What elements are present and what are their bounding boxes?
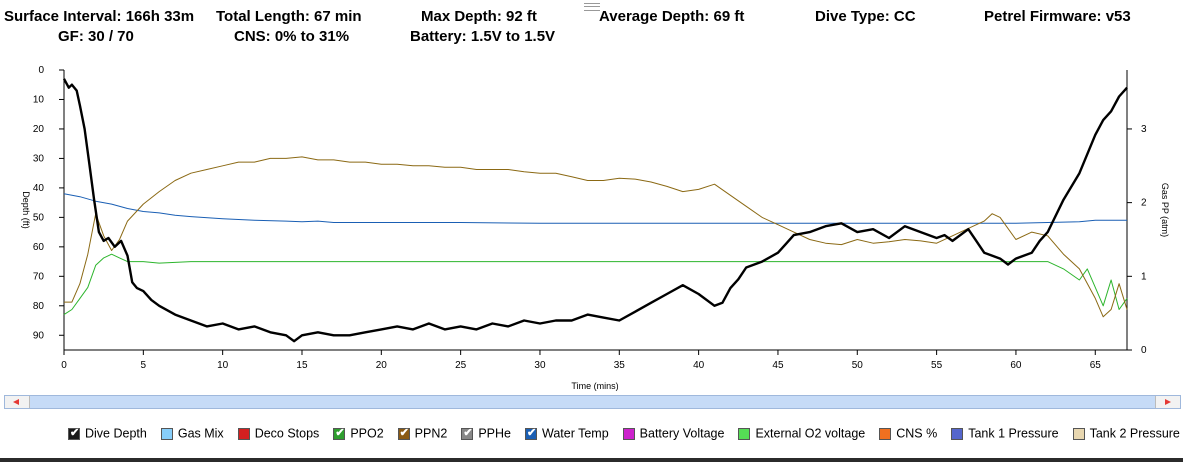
firmware-version: Petrel Firmware: v53: [984, 8, 1131, 25]
chart-series: [62, 78, 1128, 343]
legend-item-pphe[interactable]: ✔ PPHe: [461, 426, 511, 441]
legend-label: PPO2: [350, 427, 384, 442]
checkbox-icon[interactable]: [879, 428, 892, 441]
x-tick-label: 10: [217, 360, 229, 371]
checkmark-icon: ✔: [463, 427, 473, 440]
series-legend: ✔ Dive Depth Gas Mix Deco Stops ✔ PPO2 ✔ PPN2 ✔ P…: [68, 426, 1183, 444]
dive-type: Dive Type: CC: [815, 8, 916, 25]
x-tick-label: 60: [1010, 360, 1022, 371]
legend-item-external-o2-voltage[interactable]: External O2 voltage: [738, 426, 865, 441]
dive-summary-header: Surface Interval: 166h 33m GF: 30 / 70 T…: [0, 0, 1183, 46]
y2-axis-title: Gas PP (atm): [1160, 183, 1170, 237]
y-tick-label: 0: [38, 65, 44, 76]
x-tick-label: 65: [1090, 360, 1102, 371]
dive-profile-chart[interactable]: 0 5 10 15 20 25 30 35 40 45 50 55 60 6501020304050607…: [0, 58, 1183, 393]
surface-interval: Surface Interval: 166h 33m: [4, 8, 195, 25]
battery-range: Battery: 1.5V to 1.5V: [410, 28, 556, 45]
legend-label: Dive Depth: [85, 427, 147, 442]
legend-item-battery-voltage[interactable]: Battery Voltage: [622, 426, 725, 442]
y-tick-label: 70: [33, 271, 45, 282]
y2-tick-label: 0: [1141, 345, 1147, 356]
checkbox-checked-icon[interactable]: ✔: [68, 427, 80, 441]
x-tick-label: 5: [141, 360, 147, 371]
checkbox-checked-icon[interactable]: ✔: [524, 427, 537, 441]
legend-label: Deco Stops: [254, 427, 320, 442]
gradient-factors: GF: 30 / 70: [58, 28, 134, 45]
chart-axes: 0 5 10 15 20 25 30 35 40 45 50 55 60 6501020304050607…: [33, 65, 1147, 371]
checkbox-icon[interactable]: [237, 428, 250, 441]
legend-label: Tank 2 Pressure: [1089, 427, 1180, 442]
legend-item-tank-2-pressure[interactable]: Tank 2 Pressure: [1072, 426, 1180, 442]
y-tick-label: 60: [33, 242, 45, 253]
legend-item-deco-stops[interactable]: Deco Stops: [237, 426, 320, 442]
checkbox-icon[interactable]: [951, 428, 964, 441]
legend-item-water-temp[interactable]: ✔ Water Temp: [524, 426, 609, 442]
series-line-ppo2: [63, 253, 1128, 316]
series-line-dive-depth: [62, 78, 1128, 343]
legend-item-ppo2[interactable]: ✔ PPO2: [333, 426, 384, 442]
legend-label: Gas Mix: [177, 427, 224, 442]
legend-label: PPHe: [478, 427, 511, 442]
y-tick-label: 50: [33, 212, 45, 223]
scroll-left-button[interactable]: [5, 396, 30, 408]
x-tick-label: 55: [931, 360, 943, 371]
x-tick-label: 25: [455, 360, 467, 371]
checkmark-icon: ✔: [335, 427, 345, 440]
legend-item-cns[interactable]: CNS %: [879, 426, 937, 441]
bottom-strip: [0, 458, 1183, 462]
checkbox-icon[interactable]: [1072, 428, 1085, 441]
legend-label: External O2 voltage: [755, 427, 866, 442]
y2-tick-label: 1: [1141, 271, 1147, 282]
x-tick-label: 50: [852, 360, 864, 371]
legend-item-dive-depth[interactable]: ✔ Dive Depth: [68, 426, 147, 441]
checkmark-icon: ✔: [526, 427, 537, 440]
checkbox-checked-icon[interactable]: ✔: [461, 427, 474, 441]
max-depth: Max Depth: 92 ft: [421, 8, 537, 25]
x-tick-label: 20: [376, 360, 388, 371]
y-axis-title: Depth (ft): [21, 191, 31, 229]
total-length: Total Length: 67 min: [216, 8, 362, 25]
checkbox-icon[interactable]: [160, 428, 173, 441]
legend-label: CNS %: [896, 427, 938, 442]
legend-item-tank-1-pressure[interactable]: Tank 1 Pressure: [951, 426, 1059, 442]
x-tick-label: 40: [693, 360, 705, 371]
checkbox-checked-icon[interactable]: ✔: [397, 427, 410, 441]
y-tick-label: 30: [33, 153, 45, 164]
resize-grip-icon[interactable]: [584, 3, 600, 11]
x-tick-label: 45: [772, 360, 784, 371]
y2-tick-label: 2: [1141, 198, 1147, 209]
x-tick-label: 30: [534, 360, 546, 371]
checkbox-checked-icon[interactable]: ✔: [333, 427, 346, 441]
legend-label: Water Temp: [541, 427, 609, 442]
timeline-scrollbar[interactable]: [4, 395, 1181, 409]
cns-range: CNS: 0% to 31%: [234, 28, 350, 45]
y-tick-label: 40: [33, 183, 45, 194]
x-tick-label: 35: [614, 360, 626, 371]
y-tick-label: 80: [33, 301, 45, 312]
checkbox-icon[interactable]: [622, 428, 635, 441]
legend-item-gas-mix[interactable]: Gas Mix: [160, 426, 224, 442]
x-tick-label: 0: [61, 360, 67, 371]
y-tick-label: 20: [33, 124, 45, 135]
arrow-right-icon: [1165, 399, 1171, 405]
checkmark-icon: ✔: [70, 427, 80, 440]
y-tick-label: 10: [33, 94, 45, 105]
legend-label: Battery Voltage: [639, 427, 725, 442]
arrow-left-icon: [13, 399, 19, 405]
y2-tick-label: 3: [1141, 124, 1147, 135]
x-axis-title: Time (mins): [571, 381, 618, 391]
scroll-right-button[interactable]: [1155, 396, 1180, 408]
y-tick-label: 90: [33, 330, 45, 341]
legend-item-ppn2[interactable]: ✔ PPN2: [397, 426, 448, 442]
average-depth: Average Depth: 69 ft: [599, 8, 745, 25]
series-line-ppn2: [64, 156, 1128, 318]
series-line-water-temp: [63, 193, 1127, 224]
legend-label: PPN2: [414, 427, 448, 442]
checkmark-icon: ✔: [399, 427, 409, 440]
x-tick-label: 15: [296, 360, 308, 371]
legend-label: Tank 1 Pressure: [968, 427, 1059, 442]
checkbox-icon[interactable]: [738, 428, 751, 441]
